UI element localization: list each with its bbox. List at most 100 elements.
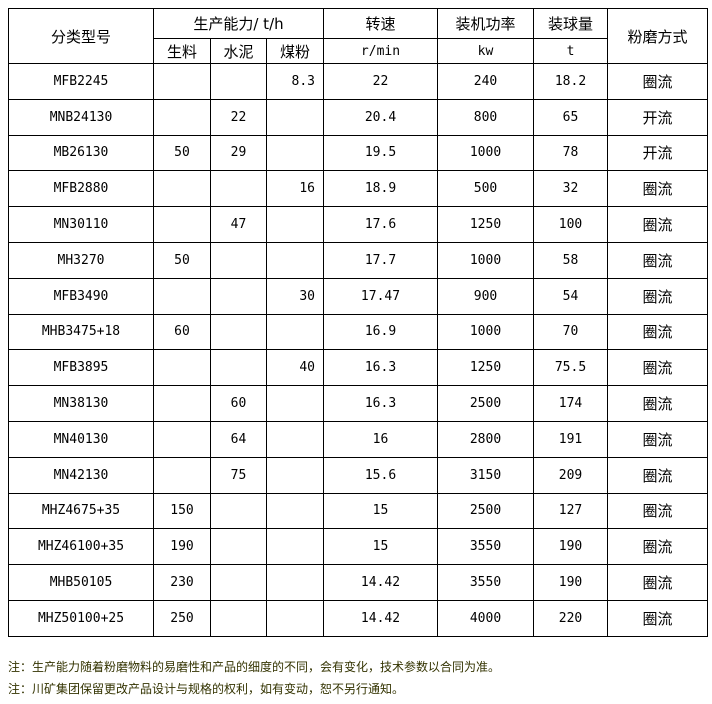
cell-raw — [153, 420, 211, 458]
header-power: 装机功率 — [437, 8, 534, 39]
cell-mode: 圈流 — [607, 564, 708, 601]
cell-speed: 14.42 — [323, 599, 438, 637]
table-row: MNB24130 22 20.4 800 65 开流 — [8, 98, 708, 136]
table-row: MFB3490 30 17.47 900 54 圈流 — [8, 277, 708, 315]
cell-mode: 圈流 — [607, 313, 708, 351]
cell-model: MFB3895 — [8, 349, 154, 387]
cell-speed: 16.3 — [323, 349, 438, 387]
cell-cement — [210, 564, 267, 601]
cell-speed: 19.5 — [323, 134, 438, 172]
cell-coal: 16 — [266, 170, 324, 208]
header-cement: 水泥 — [210, 38, 267, 64]
cell-power: 2500 — [437, 492, 534, 530]
cell-speed: 17.7 — [323, 241, 438, 279]
cell-coal — [266, 313, 324, 351]
cell-raw: 150 — [153, 492, 211, 530]
cell-model: MB26130 — [8, 134, 154, 172]
specs-table: 分类型号 生产能力/ t/h 转速 装机功率 装球量 粉磨方式 生料 水泥 煤粉… — [8, 8, 708, 637]
cell-model: MN38130 — [8, 385, 154, 422]
cell-power: 3550 — [437, 528, 534, 566]
table-row: MB26130 50 29 19.5 1000 78 开流 — [8, 134, 708, 172]
cell-model: MFB2880 — [8, 170, 154, 208]
cell-mode: 圈流 — [607, 492, 708, 530]
header-speed: 转速 — [323, 8, 438, 39]
cell-model: MHZ50100+25 — [8, 599, 154, 637]
table-row: MFB2245 8.3 22 240 18.2 圈流 — [8, 63, 708, 100]
cell-mode: 开流 — [607, 134, 708, 172]
cell-ball: 209 — [533, 456, 608, 494]
cell-model: MHZ46100+35 — [8, 528, 154, 566]
cell-power: 1250 — [437, 206, 534, 243]
cell-mode: 圈流 — [607, 63, 708, 100]
table-row: MHZ4675+35 150 15 2500 127 圈流 — [8, 492, 708, 530]
cell-mode: 圈流 — [607, 277, 708, 315]
cell-cement: 22 — [210, 98, 267, 136]
cell-raw — [153, 277, 211, 315]
cell-coal — [266, 456, 324, 494]
table-row: MHB3475+18 60 16.9 1000 70 圈流 — [8, 313, 708, 351]
cell-power: 240 — [437, 63, 534, 100]
header-coal: 煤粉 — [266, 38, 324, 64]
cell-ball: 174 — [533, 385, 608, 422]
cell-coal: 40 — [266, 349, 324, 387]
cell-model: MHB3475+18 — [8, 313, 154, 351]
cell-mode: 圈流 — [607, 385, 708, 422]
cell-cement — [210, 241, 267, 279]
header-raw: 生料 — [153, 38, 211, 64]
cell-ball: 32 — [533, 170, 608, 208]
table-row: MFB2880 16 18.9 500 32 圈流 — [8, 170, 708, 208]
cell-raw: 60 — [153, 313, 211, 351]
cell-cement: 75 — [210, 456, 267, 494]
cell-cement — [210, 277, 267, 315]
cell-coal — [266, 206, 324, 243]
table-row: MHZ50100+25 250 14.42 4000 220 圈流 — [8, 599, 708, 637]
cell-ball: 70 — [533, 313, 608, 351]
cell-speed: 22 — [323, 63, 438, 100]
cell-raw — [153, 170, 211, 208]
cell-model: MN42130 — [8, 456, 154, 494]
cell-ball: 75.5 — [533, 349, 608, 387]
cell-cement — [210, 313, 267, 351]
cell-mode: 圈流 — [607, 241, 708, 279]
cell-raw: 250 — [153, 599, 211, 637]
header-ball: 装球量 — [533, 8, 608, 39]
cell-mode: 圈流 — [607, 420, 708, 458]
cell-ball: 54 — [533, 277, 608, 315]
cell-mode: 圈流 — [607, 349, 708, 387]
cell-ball: 190 — [533, 528, 608, 566]
cell-coal — [266, 492, 324, 530]
cell-coal — [266, 420, 324, 458]
cell-speed: 18.9 — [323, 170, 438, 208]
cell-power: 3550 — [437, 564, 534, 601]
cell-power: 800 — [437, 98, 534, 136]
cell-mode: 圈流 — [607, 599, 708, 637]
note: 注：川矿集团保留更改产品设计与规格的权利，如有变动，恕不另行通知。 — [8, 682, 405, 696]
cell-speed: 16.3 — [323, 385, 438, 422]
table-row: MHB50105 230 14.42 3550 190 圈流 — [8, 564, 708, 601]
note: 注：生产能力随着粉磨物料的易磨性和产品的细度的不同，会有变化，技术参数以合同为准… — [8, 660, 501, 674]
header-mode: 粉磨方式 — [607, 8, 708, 64]
cell-model: MHB50105 — [8, 564, 154, 601]
cell-cement: 60 — [210, 385, 267, 422]
cell-raw — [153, 456, 211, 494]
cell-speed: 15 — [323, 528, 438, 566]
header-speed-unit: r/min — [323, 38, 438, 64]
table-row: MFB3895 40 16.3 1250 75.5 圈流 — [8, 349, 708, 387]
cell-coal — [266, 385, 324, 422]
cell-speed: 17.47 — [323, 277, 438, 315]
cell-power: 3150 — [437, 456, 534, 494]
cell-speed: 16.9 — [323, 313, 438, 351]
cell-raw — [153, 206, 211, 243]
cell-coal: 30 — [266, 277, 324, 315]
cell-ball: 100 — [533, 206, 608, 243]
cell-speed: 15 — [323, 492, 438, 530]
cell-cement: 64 — [210, 420, 267, 458]
cell-raw: 190 — [153, 528, 211, 566]
cell-cement: 29 — [210, 134, 267, 172]
cell-model: MHZ4675+35 — [8, 492, 154, 530]
cell-mode: 圈流 — [607, 528, 708, 566]
cell-cement: 47 — [210, 206, 267, 243]
cell-model: MFB2245 — [8, 63, 154, 100]
cell-ball: 190 — [533, 564, 608, 601]
cell-coal — [266, 134, 324, 172]
